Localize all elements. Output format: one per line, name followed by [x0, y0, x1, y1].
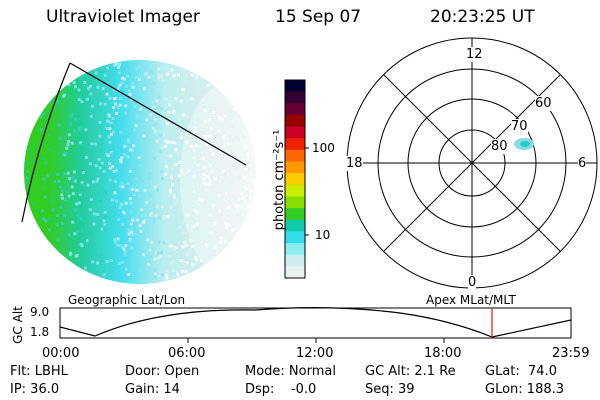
status-door: Door: Open	[125, 364, 200, 379]
status-gain: Gain: 14	[125, 382, 180, 397]
colorbar-segment	[285, 149, 305, 163]
status-seq: Seq: 39	[365, 382, 415, 397]
date-label: 15 Sep 07	[275, 7, 362, 27]
colorbar-segment	[285, 208, 305, 221]
colorbar-segment	[285, 196, 305, 209]
apex-mlat-label: Apex MLat/MLT	[426, 293, 516, 307]
colorbar-segment	[285, 161, 305, 174]
status-filter: Flt: LBHL	[10, 364, 68, 379]
x-tick-1800: 18:00	[424, 346, 462, 361]
status-mode: Mode: Normal	[245, 364, 336, 379]
terminator-line	[69, 62, 247, 166]
y-tick-9: 9.0	[30, 305, 50, 319]
colorbar-segment	[285, 126, 305, 139]
lat-label-70: 70	[511, 119, 528, 134]
status-ip: IP: 36.0	[10, 382, 60, 397]
x-tick-0600: 06:00	[168, 346, 206, 361]
colorbar-segment	[285, 80, 305, 93]
colorbar-segment	[285, 231, 305, 244]
x-tick-0000: 00:00	[42, 346, 80, 361]
mlt-label-12: 12	[466, 47, 483, 62]
instrument-title: Ultraviolet Imager	[46, 7, 200, 27]
colorbar-segment	[285, 138, 305, 151]
mlt-label-18: 18	[346, 156, 363, 171]
lat-label-60: 60	[535, 96, 552, 111]
y-tick-1-8: 1.8	[30, 325, 50, 339]
status-gc-alt: GC Alt: 2.1 Re	[365, 364, 456, 379]
status-dsp: Dsp: -0.0	[245, 382, 317, 397]
lat-label-80: 80	[491, 139, 508, 154]
status-glat: GLat: 74.0	[485, 364, 557, 379]
geo-latlon-label: Geographic Lat/Lon	[68, 293, 186, 307]
status-glon: GLon: 188.3	[485, 382, 565, 397]
colorbar-segment	[285, 173, 305, 186]
time-label: 20:23:25 UT	[430, 7, 535, 27]
x-tick-1200: 12:00	[296, 346, 334, 361]
mlt-label-6: 6	[578, 156, 587, 171]
colorbar-segment	[285, 184, 305, 197]
colorbar-tick-10: 10	[315, 228, 331, 242]
colorbar-segment	[285, 103, 305, 116]
colorbar-segment	[285, 114, 305, 128]
colorbar-segment	[285, 91, 305, 104]
colorbar-segment	[285, 243, 305, 256]
colorbar-segment	[285, 266, 305, 279]
colorbar-segment	[285, 219, 305, 232]
x-tick-2359: 23:59	[552, 346, 590, 361]
colorbar-tick-100: 100	[312, 141, 335, 155]
limb-line	[21, 62, 71, 223]
colorbar-segment	[285, 254, 305, 267]
mlt-label-0: 0	[468, 275, 477, 290]
